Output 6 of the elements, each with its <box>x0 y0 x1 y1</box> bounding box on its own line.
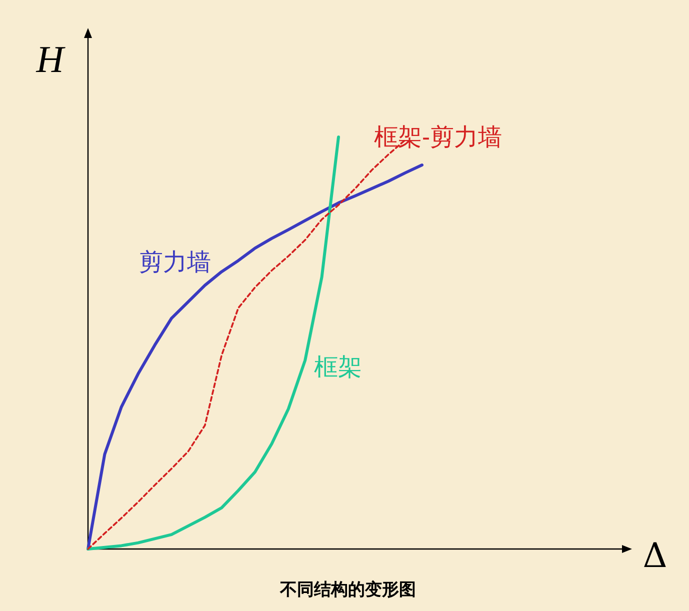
series-label: 剪力墙 <box>139 249 211 276</box>
text: Δ <box>642 536 668 576</box>
text: 不同结构的变形图 <box>279 580 416 599</box>
y-axis-title: H <box>35 39 66 81</box>
series-label: 框架-剪力墙 <box>374 124 502 151</box>
series-label: 框架 <box>314 354 362 381</box>
